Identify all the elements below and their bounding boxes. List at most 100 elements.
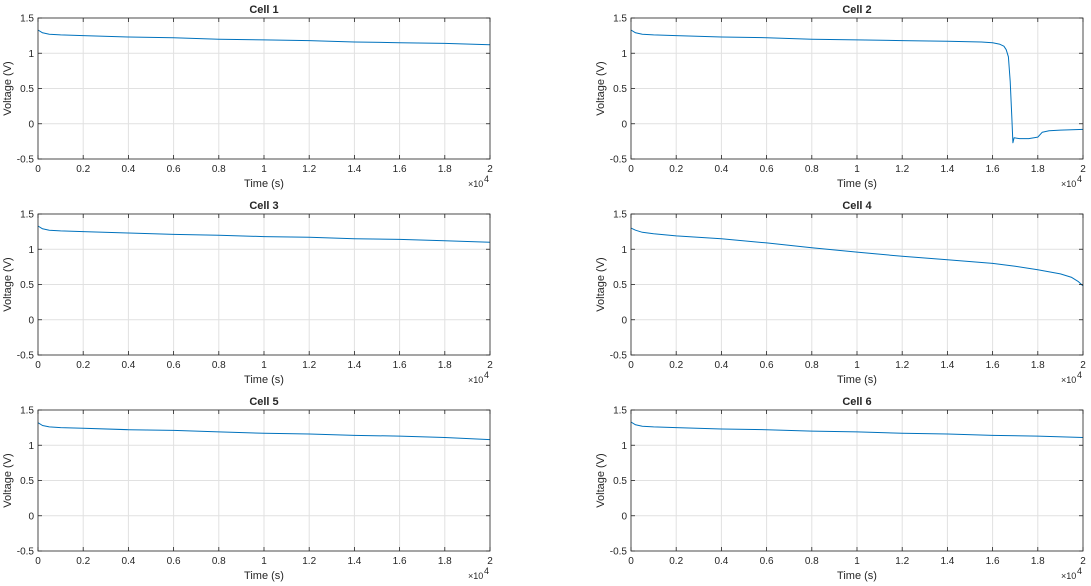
x-tick-label: 2 <box>1080 556 1086 567</box>
x-tick-label: 1.4 <box>940 360 954 371</box>
x-axis-label: Time (s) <box>837 570 877 582</box>
x-tick-label: 0.8 <box>805 556 819 567</box>
x-tick-label: 0.6 <box>760 164 774 175</box>
y-axis-label: Voltage (V) <box>2 61 14 115</box>
y-tick-label: 0 <box>28 315 34 326</box>
y-tick-label: 0 <box>621 511 627 522</box>
x-tick-label: 1.6 <box>986 556 1000 567</box>
x-tick-label: 2 <box>1080 360 1086 371</box>
x-tick-label: 2 <box>487 360 493 371</box>
subplot-6: 0 0.2 0.4 0.6 0.8 1 1.2 1.4 1.6 1.8 2-0.500.511.5C… <box>595 396 1086 582</box>
x-tick-label: 0.6 <box>167 556 181 567</box>
x-tick-label: 0.6 <box>167 164 181 175</box>
x-tick-label: 1.4 <box>940 164 954 175</box>
subplot-title: Cell 2 <box>842 4 871 16</box>
y-tick-label: 1.5 <box>613 210 627 221</box>
x-multiplier-base: ×10 <box>468 375 483 385</box>
x-tick-label: 1.8 <box>438 360 452 371</box>
y-tick-label: 0 <box>28 119 34 130</box>
x-tick-label: 1.2 <box>302 556 316 567</box>
x-multiplier-exponent: 4 <box>1077 370 1082 380</box>
y-tick-label: -0.5 <box>17 351 35 362</box>
x-tick-label: 2 <box>487 556 493 567</box>
y-tick-label: 0.5 <box>613 280 627 291</box>
y-tick-label: 0.5 <box>613 476 627 487</box>
voltage-line <box>630 227 1084 287</box>
y-tick-label: -0.5 <box>610 351 628 362</box>
x-tick-label: 1.6 <box>393 360 407 371</box>
x-tick-label: 0.2 <box>76 164 90 175</box>
voltage-line <box>630 421 1084 438</box>
y-tick-label: 1 <box>621 441 627 452</box>
y-tick-label: 1 <box>28 49 34 60</box>
x-axis-label: Time (s) <box>244 570 284 582</box>
x-tick-label: 0 <box>628 164 634 175</box>
x-multiplier-exponent: 4 <box>484 566 489 576</box>
y-tick-label: 1.5 <box>20 210 34 221</box>
y-tick-label: -0.5 <box>17 547 35 558</box>
x-tick-label: 0.6 <box>760 360 774 371</box>
subplot-3: 0 0.2 0.4 0.6 0.8 1 1.2 1.4 1.6 1.8 2-0.500.511.5C… <box>2 200 493 386</box>
x-tick-label: 1.4 <box>347 556 361 567</box>
x-tick-label: 1 <box>261 164 267 175</box>
x-tick-label: 1.8 <box>1031 556 1045 567</box>
x-tick-label: 1.8 <box>438 164 452 175</box>
subplot-title: Cell 3 <box>249 200 278 212</box>
subplot-1: 0 0.2 0.4 0.6 0.8 1 1.2 1.4 1.6 1.8 2-0.500.511.5C… <box>2 4 493 190</box>
x-multiplier-base: ×10 <box>1061 571 1076 581</box>
voltage-line <box>630 29 1084 144</box>
x-multiplier-exponent: 4 <box>484 174 489 184</box>
x-tick-label: 0.8 <box>805 164 819 175</box>
x-tick-label: 0.4 <box>714 360 728 371</box>
y-tick-label: 0.5 <box>613 84 627 95</box>
x-tick-label: 0.2 <box>669 164 683 175</box>
y-tick-label: 0.5 <box>20 84 34 95</box>
voltage-line <box>37 225 491 243</box>
x-tick-label: 0.4 <box>121 164 135 175</box>
x-multiplier-base: ×10 <box>1061 179 1076 189</box>
y-axis-label: Voltage (V) <box>2 453 14 507</box>
y-axis-label: Voltage (V) <box>2 257 14 311</box>
subplot-title: Cell 6 <box>842 396 871 408</box>
y-tick-label: -0.5 <box>610 547 628 558</box>
x-tick-label: 0.4 <box>121 556 135 567</box>
voltage-line <box>37 422 491 441</box>
x-tick-label: 0.2 <box>669 360 683 371</box>
x-tick-label: 1.2 <box>895 556 909 567</box>
y-tick-label: 1.5 <box>20 14 34 25</box>
x-tick-label: 1.6 <box>986 360 1000 371</box>
x-axis-label: Time (s) <box>837 178 877 190</box>
x-tick-label: 2 <box>487 164 493 175</box>
y-tick-label: 1 <box>621 245 627 256</box>
x-tick-label: 1 <box>854 164 860 175</box>
y-tick-label: 1.5 <box>613 14 627 25</box>
x-tick-label: 0.6 <box>760 556 774 567</box>
x-tick-label: 2 <box>1080 164 1086 175</box>
y-tick-label: 1 <box>28 441 34 452</box>
x-tick-label: 1 <box>854 556 860 567</box>
x-axis-label: Time (s) <box>244 178 284 190</box>
x-tick-label: 0 <box>35 360 41 371</box>
x-tick-label: 0 <box>35 164 41 175</box>
x-tick-label: 1.4 <box>347 164 361 175</box>
x-multiplier-exponent: 4 <box>1077 566 1082 576</box>
x-tick-label: 1.8 <box>1031 164 1045 175</box>
y-axis-label: Voltage (V) <box>595 61 607 115</box>
x-tick-label: 1.6 <box>393 164 407 175</box>
x-tick-label: 0.6 <box>167 360 181 371</box>
x-tick-label: 0.2 <box>669 556 683 567</box>
x-tick-label: 1.2 <box>895 360 909 371</box>
x-tick-label: 0 <box>628 360 634 371</box>
x-tick-label: 1.8 <box>1031 360 1045 371</box>
y-tick-label: -0.5 <box>17 155 35 166</box>
y-tick-label: 1 <box>28 245 34 256</box>
y-tick-label: 1.5 <box>613 406 627 417</box>
subplot-title: Cell 5 <box>249 396 278 408</box>
x-tick-label: 0.4 <box>714 556 728 567</box>
x-tick-label: 1.6 <box>986 164 1000 175</box>
x-tick-label: 0.4 <box>714 164 728 175</box>
y-tick-label: 0 <box>621 119 627 130</box>
x-tick-label: 1 <box>261 556 267 567</box>
x-multiplier-base: ×10 <box>468 571 483 581</box>
